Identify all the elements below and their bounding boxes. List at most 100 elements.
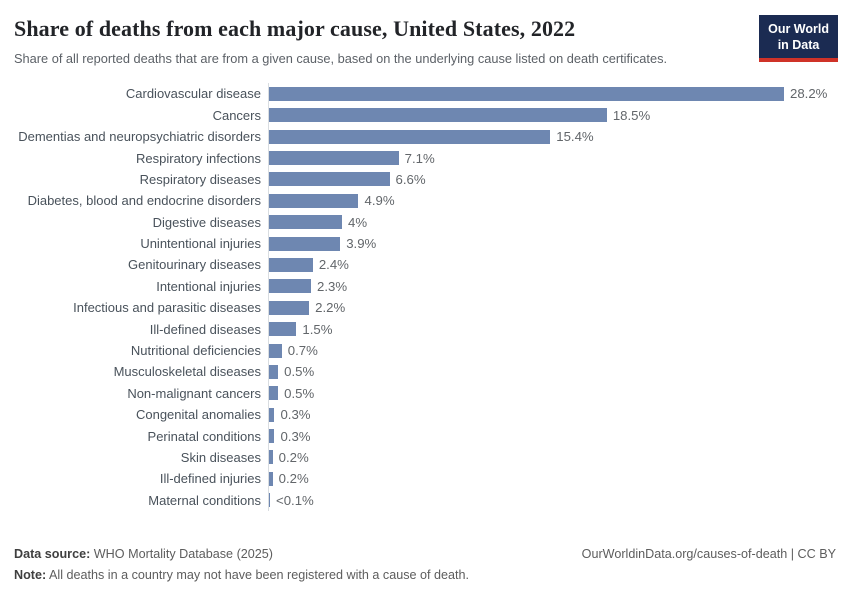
footer-attribution: OurWorldinData.org/causes-of-death | CC …	[581, 546, 836, 561]
bar	[269, 236, 341, 251]
bar	[269, 86, 784, 101]
bar-value-label: 2.2%	[315, 300, 346, 316]
bar	[269, 151, 399, 166]
bar-row: Perinatal conditions 0.3%	[0, 425, 850, 447]
bar-value-label: 1.5%	[302, 321, 333, 337]
bar-cell: 15.4%	[268, 125, 850, 148]
bar	[269, 129, 551, 144]
page-title: Share of deaths from each major cause, U…	[14, 16, 576, 41]
bar	[269, 386, 279, 401]
bar	[269, 429, 275, 444]
bar-row: Digestive diseases 4%	[0, 211, 850, 233]
category-label: Maternal conditions	[148, 492, 261, 508]
bar-value-label: 0.7%	[287, 343, 318, 359]
category-label: Non-malignant cancers	[127, 385, 261, 401]
bar-value-label: 0.5%	[284, 385, 315, 401]
bar-cell: 2.2%	[268, 297, 850, 319]
bar-cell: 3.9%	[268, 232, 850, 255]
category-label: Ill-defined diseases	[149, 321, 261, 337]
bar-value-label: 4%	[348, 214, 368, 230]
bar-cell: 0.3%	[268, 425, 850, 447]
bar-cell: 1.5%	[268, 318, 850, 340]
bar-cell: 6.6%	[268, 168, 850, 191]
bar-cell: 0.7%	[268, 339, 850, 362]
bar-row: Cancers 18.5%	[0, 104, 850, 126]
bar-row: Cardiovascular disease 28.2%	[0, 83, 850, 105]
bar	[269, 471, 273, 486]
category-label: Perinatal conditions	[147, 428, 261, 444]
bar-row: Diabetes, blood and endocrine disorders 4…	[0, 190, 850, 212]
category-label: Unintentional injuries	[140, 236, 261, 252]
bar-row: Dementias and neuropsychiatric disorders…	[0, 125, 850, 148]
bar-value-label: 0.3%	[280, 428, 311, 444]
bar-row: Genitourinary diseases 2.4%	[0, 254, 850, 276]
bar-row: Ill-defined injuries 0.2%	[0, 468, 850, 490]
bar	[269, 108, 607, 123]
category-label: Ill-defined injuries	[159, 471, 261, 487]
bar-cell: 2.4%	[268, 254, 850, 276]
bar-value-label: 0.2%	[278, 471, 309, 487]
bar-row: Unintentional injuries 3.9%	[0, 232, 850, 255]
category-label: Respiratory infections	[136, 150, 261, 166]
bar	[269, 322, 297, 337]
bar-chart: Cardiovascular disease 28.2% Cancers 18.5% D…	[0, 83, 850, 511]
chart-subtitle: Share of all reported deaths that are fr…	[14, 51, 668, 66]
category-label: Skin diseases	[180, 449, 261, 465]
bar-value-label: 18.5%	[612, 107, 651, 123]
bar-cell: <0.1%	[268, 489, 850, 511]
bar-cell: 0.2%	[268, 468, 850, 490]
bar	[269, 300, 310, 315]
bar	[269, 493, 270, 508]
category-label: Dementias and neuropsychiatric disorders	[18, 129, 261, 145]
category-label: Infectious and parasitic diseases	[73, 300, 261, 316]
bar	[269, 172, 390, 187]
chart-rows: Cardiovascular disease 28.2% Cancers 18.5% D…	[0, 83, 850, 511]
category-label: Genitourinary diseases	[128, 257, 261, 273]
bar-value-label: 2.3%	[317, 278, 348, 294]
bar-row: Skin diseases 0.2%	[0, 446, 850, 469]
category-label: Digestive diseases	[152, 214, 261, 230]
bar-value-label: 15.4%	[556, 129, 594, 145]
category-label: Intentional injuries	[156, 278, 261, 294]
bar-value-label: 6.6%	[395, 171, 426, 187]
data-source-label: Data source:	[14, 546, 91, 561]
bar	[269, 450, 273, 465]
bar-cell: 2.3%	[268, 275, 850, 298]
footer-note-line: Note: All deaths in a country may not ha…	[14, 565, 836, 587]
bar-cell: 4.9%	[268, 190, 850, 212]
bar-value-label: 0.3%	[280, 407, 311, 423]
bar-value-label: 4.9%	[364, 193, 395, 209]
data-source: Data source: WHO Mortality Database (202…	[14, 544, 273, 566]
bar-row: Ill-defined diseases 1.5%	[0, 318, 850, 340]
bar-cell: 0.3%	[268, 404, 850, 426]
bar	[269, 407, 275, 422]
bar	[269, 257, 313, 272]
bar-cell: 4%	[268, 211, 850, 233]
category-label: Respiratory diseases	[139, 171, 261, 187]
category-label: Nutritional deficiencies	[130, 343, 261, 359]
bar-row: Respiratory infections 7.1%	[0, 147, 850, 169]
bar	[269, 193, 359, 208]
category-label: Musculoskeletal diseases	[113, 364, 261, 380]
bar-cell: 18.5%	[268, 104, 850, 126]
bar	[269, 364, 279, 379]
bar	[269, 279, 311, 294]
bar-value-label: 28.2%	[790, 86, 828, 102]
bar-value-label: <0.1%	[276, 492, 314, 508]
bar	[269, 343, 282, 358]
category-label: Congenital anomalies	[135, 407, 261, 423]
data-source-text: WHO Mortality Database (2025)	[90, 546, 273, 561]
bar-cell: 0.5%	[268, 361, 850, 383]
bar-cell: 0.2%	[268, 446, 850, 469]
bar-row: Intentional injuries 2.3%	[0, 275, 850, 298]
category-label: Diabetes, blood and endocrine disorders	[27, 193, 261, 209]
bar-row: Musculoskeletal diseases 0.5%	[0, 361, 850, 383]
footer-source-line: Data source: WHO Mortality Database (202…	[14, 544, 836, 566]
owid-logo-line1: Our World	[768, 22, 829, 36]
chart-footer: Data source: WHO Mortality Database (202…	[14, 544, 836, 587]
category-label: Cardiovascular disease	[125, 86, 261, 102]
bar-row: Congenital anomalies 0.3%	[0, 404, 850, 426]
owid-logo: Our World in Data	[759, 15, 838, 62]
bar-value-label: 3.9%	[346, 236, 377, 252]
bar-row: Nutritional deficiencies 0.7%	[0, 339, 850, 362]
